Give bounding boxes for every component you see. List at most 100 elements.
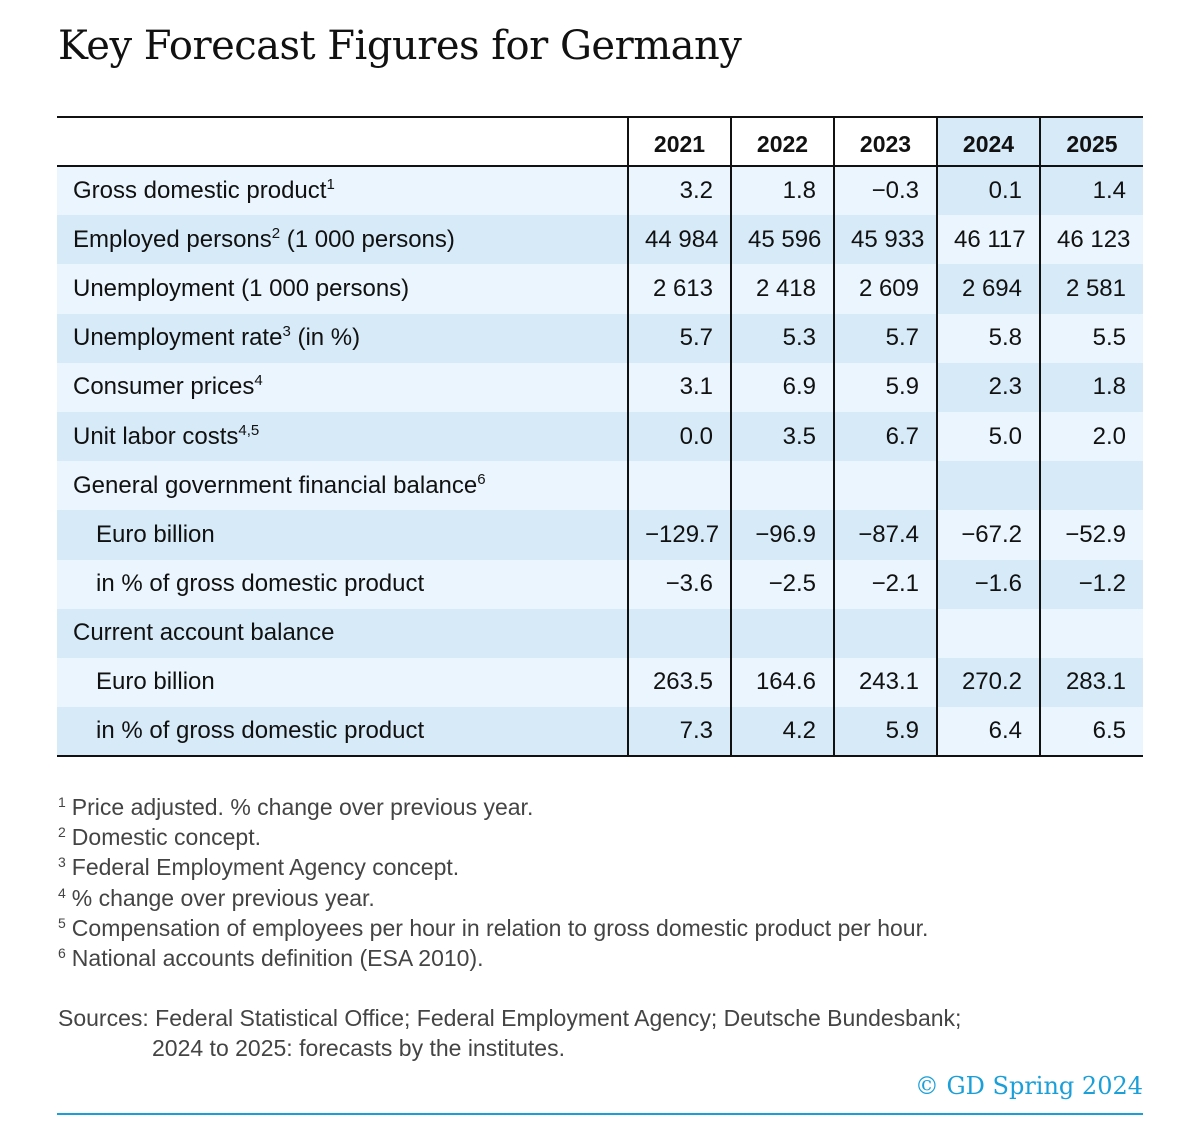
value-cell-2023: 5.9: [833, 707, 937, 758]
sources-line-1: Sources: Federal Statistical Office; Fed…: [58, 1005, 962, 1031]
value-cell-2024: 5.0: [936, 411, 1040, 462]
value-cell-2023: −0.3: [833, 166, 937, 216]
footnote-number: 6: [58, 945, 66, 962]
value-cell-2021: 7.3: [627, 707, 731, 758]
table-row: General government financial balance6: [57, 461, 1143, 511]
page-title: Key Forecast Figures for Germany: [58, 23, 742, 69]
row-label: in % of gross domestic product: [57, 707, 628, 758]
row-label-text: Employed persons: [73, 225, 272, 253]
bottom-rule-divider: [57, 1113, 1143, 1115]
row-label-text: Unemployment rate: [73, 324, 283, 352]
value-cell-2022: 5.3: [730, 313, 834, 363]
value-cell-2023: −87.4: [833, 510, 937, 560]
row-label-text: in % of gross domestic product: [96, 717, 425, 745]
footnote-number: 2: [58, 824, 66, 841]
value-cell-2021: 263.5: [627, 657, 731, 708]
row-label: Euro billion: [57, 657, 628, 708]
value-cell-2021: −129.7: [627, 510, 731, 560]
table-row: Gross domestic product1 3.2 1.8 −0.3 0.1 1.4: [57, 166, 1143, 216]
footnote-text: % change over previous year.: [71, 884, 375, 911]
value-cell-2022: −2.5: [730, 559, 834, 609]
header-year-2025: 2025: [1039, 116, 1143, 167]
row-label-suffix: (1 000 persons): [280, 225, 455, 253]
footnote-marker: 1: [326, 176, 335, 194]
value-cell-2023: 2 609: [833, 264, 937, 314]
footnote-marker: 3: [282, 323, 291, 341]
value-cell-2024: 2.3: [936, 362, 1040, 412]
row-label-text: Consumer prices: [73, 373, 255, 401]
footnotes-list: 1 Price adjusted. % change over previous …: [58, 792, 928, 973]
table-row: in % of gross domestic product −3.6 −2.5 −2…: [57, 559, 1143, 609]
header-year-2021: 2021: [627, 116, 731, 167]
value-cell-2024: 0.1: [936, 166, 1040, 216]
value-cell-2023: [833, 608, 937, 658]
footnote-item: 2 Domestic concept.: [58, 822, 928, 852]
value-cell-2021: 5.7: [627, 313, 731, 363]
value-cell-2023: 45 933: [833, 215, 937, 265]
value-cell-2021: 3.1: [627, 362, 731, 412]
value-cell-2022: 45 596: [730, 215, 834, 265]
table-body: Gross domestic product1 3.2 1.8 −0.3 0.1 1.4 E…: [57, 166, 1143, 758]
value-cell-2025: 1.4: [1039, 166, 1143, 216]
value-cell-2025: 1.8: [1039, 362, 1143, 412]
table-row: Employed persons2 (1 000 persons) 44 984 4…: [57, 215, 1143, 265]
value-cell-2023: −2.1: [833, 559, 937, 609]
forecast-table-container: 2021 2022 2023 2024 2025 Gross domestic …: [57, 116, 1143, 758]
footnote-marker: 4: [254, 372, 263, 390]
value-cell-2023: 5.9: [833, 362, 937, 412]
value-cell-2022: 2 418: [730, 264, 834, 314]
value-cell-2024: [936, 461, 1040, 511]
value-cell-2022: [730, 608, 834, 658]
row-label-text: Euro billion: [96, 520, 215, 548]
table-row: in % of gross domestic product 7.3 4.2 5.9 6…: [57, 707, 1143, 758]
row-label: Gross domestic product1: [57, 166, 628, 216]
value-cell-2025: −1.2: [1039, 559, 1143, 609]
copyright-label: © GD Spring 2024: [914, 1072, 1143, 1100]
row-label-text: Current account balance: [73, 619, 335, 647]
value-cell-2025: 46 123: [1039, 215, 1143, 265]
row-label: Euro billion: [57, 510, 628, 560]
value-cell-2023: 5.7: [833, 313, 937, 363]
value-cell-2025: 283.1: [1039, 657, 1143, 708]
value-cell-2022: −96.9: [730, 510, 834, 560]
footnote-text: Domestic concept.: [71, 824, 261, 851]
sources-line-2: 2024 to 2025: forecasts by the institute…: [152, 1035, 565, 1061]
footnote-item: 5 Compensation of employees per hour in r…: [58, 913, 928, 943]
value-cell-2022: 4.2: [730, 707, 834, 758]
row-label-text: Unemployment (1 000 persons): [73, 274, 410, 302]
table-row: Unemployment (1 000 persons) 2 613 2 418 2 …: [57, 264, 1143, 314]
value-cell-2025: [1039, 461, 1143, 511]
row-label: Unemployment rate3 (in %): [57, 313, 628, 363]
value-cell-2024: 2 694: [936, 264, 1040, 314]
footnote-text: Federal Employment Agency concept.: [71, 854, 460, 881]
footnote-item: 1 Price adjusted. % change over previous …: [58, 792, 928, 822]
row-label-text: General government financial balance: [73, 471, 478, 499]
table-header-row: 2021 2022 2023 2024 2025: [57, 116, 1143, 167]
value-cell-2025: −52.9: [1039, 510, 1143, 560]
row-label: Employed persons2 (1 000 persons): [57, 215, 628, 265]
value-cell-2021: 44 984: [627, 215, 731, 265]
value-cell-2022: 3.5: [730, 411, 834, 462]
value-cell-2021: 3.2: [627, 166, 731, 216]
value-cell-2025: 2 581: [1039, 264, 1143, 314]
value-cell-2021: −3.6: [627, 559, 731, 609]
sources-note: Sources: Federal Statistical Office; Fed…: [58, 1003, 961, 1063]
footnote-item: 4 % change over previous year.: [58, 883, 928, 913]
value-cell-2025: [1039, 608, 1143, 658]
value-cell-2023: 243.1: [833, 657, 937, 708]
footnote-marker: 4,5: [238, 421, 260, 439]
row-label-text: Euro billion: [96, 668, 215, 696]
value-cell-2024: 6.4: [936, 707, 1040, 758]
value-cell-2024: −1.6: [936, 559, 1040, 609]
value-cell-2022: [730, 461, 834, 511]
value-cell-2021: [627, 608, 731, 658]
header-label-cell: [57, 116, 628, 167]
value-cell-2025: 6.5: [1039, 707, 1143, 758]
header-year-2023: 2023: [833, 116, 937, 167]
footnote-number: 5: [58, 914, 66, 931]
value-cell-2024: 270.2: [936, 657, 1040, 708]
value-cell-2023: [833, 461, 937, 511]
footnote-item: 6 National accounts definition (ESA 2010)…: [58, 943, 928, 973]
value-cell-2024: 5.8: [936, 313, 1040, 363]
row-label: Consumer prices4: [57, 362, 628, 412]
